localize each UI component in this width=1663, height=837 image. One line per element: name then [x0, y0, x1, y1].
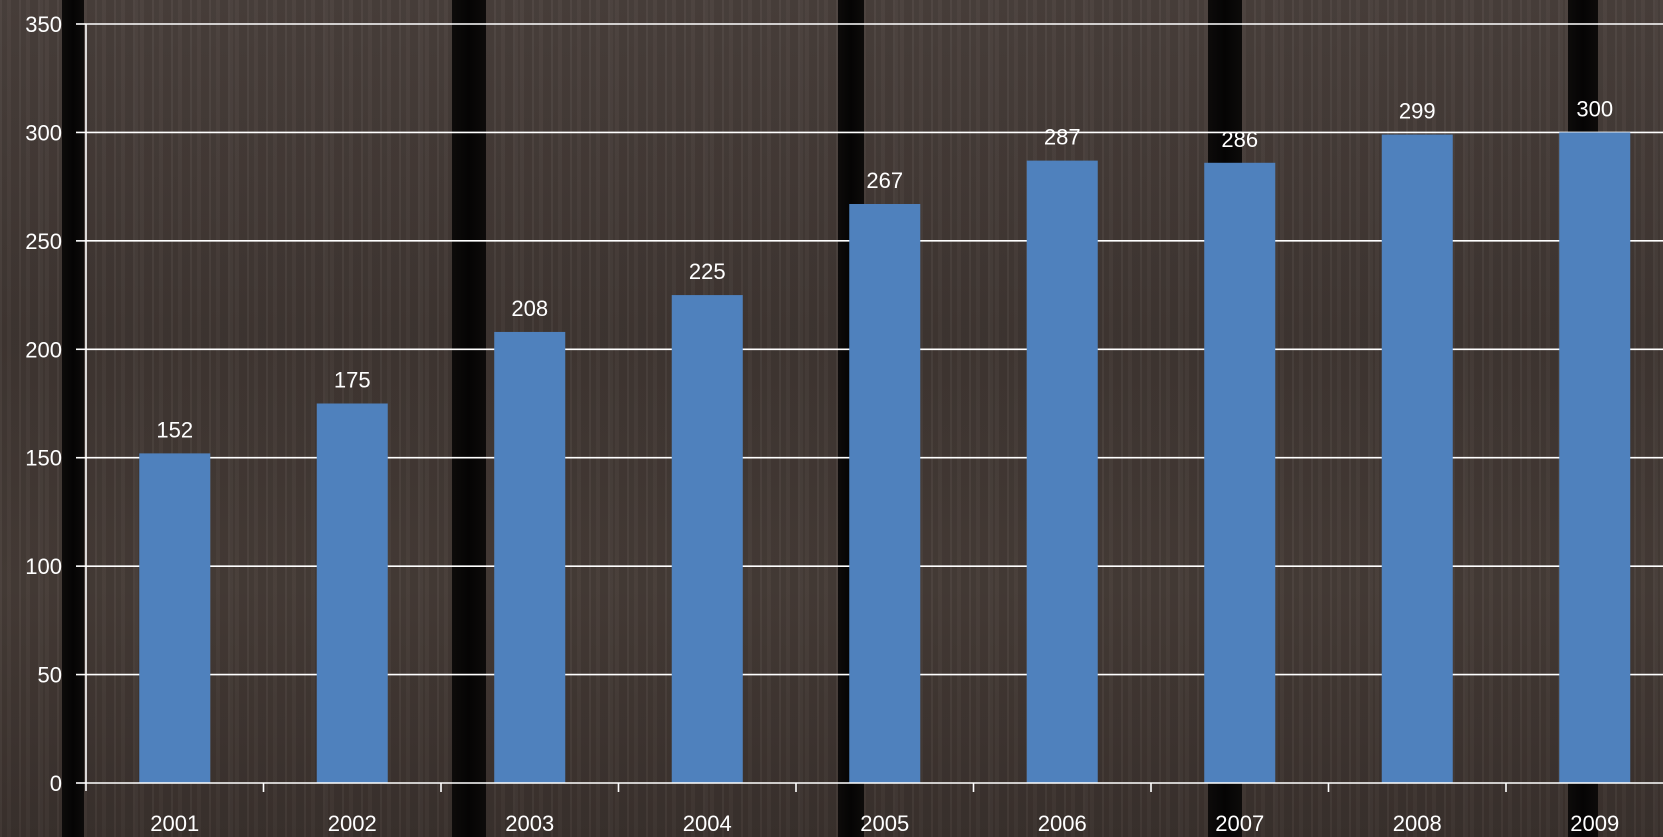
x-tick-label: 2001: [150, 811, 199, 836]
bar: [1204, 162, 1276, 783]
bar: [1559, 132, 1631, 783]
bar-value-label: 287: [1044, 125, 1081, 150]
bar: [849, 203, 921, 783]
x-tick-label: 2008: [1393, 811, 1442, 836]
bar-value-label: 225: [689, 259, 726, 284]
y-tick-label: 350: [25, 12, 62, 37]
y-tick-label: 100: [25, 554, 62, 579]
x-tick-label: 2005: [860, 811, 909, 836]
x-tick-label: 2009: [1570, 811, 1619, 836]
bar-value-label: 175: [334, 368, 371, 393]
bar-value-label: 152: [156, 417, 193, 442]
bar-value-label: 300: [1576, 96, 1613, 121]
bar: [1381, 134, 1453, 783]
bar-value-label: 286: [1221, 127, 1258, 152]
bar-value-label: 299: [1399, 99, 1436, 124]
y-tick-label: 50: [38, 663, 62, 688]
plank-gap: [62, 0, 84, 837]
bar-value-label: 267: [866, 168, 903, 193]
x-tick-label: 2006: [1038, 811, 1087, 836]
bar: [139, 453, 211, 783]
y-tick-label: 300: [25, 120, 62, 145]
y-tick-label: 200: [25, 337, 62, 362]
x-tick-label: 2007: [1215, 811, 1264, 836]
y-tick-label: 0: [50, 771, 62, 796]
bar: [494, 331, 566, 783]
axes: 0 50 100 150 200 250 300 350 2001 2002 2003 2004 200…: [25, 12, 1663, 836]
bar: [1026, 160, 1098, 783]
y-tick-label: 150: [25, 446, 62, 471]
bars: [139, 132, 1631, 783]
x-tick-label: 2004: [683, 811, 732, 836]
data-labels: 152 175 208 225 267 287 286 299 300: [156, 96, 1613, 442]
bar-value-label: 208: [511, 296, 548, 321]
x-tick-label: 2002: [328, 811, 377, 836]
plank-gap: [452, 0, 486, 837]
bar: [316, 403, 388, 783]
y-tick-label: 250: [25, 229, 62, 254]
bar: [671, 295, 743, 783]
x-tick-label: 2003: [505, 811, 554, 836]
